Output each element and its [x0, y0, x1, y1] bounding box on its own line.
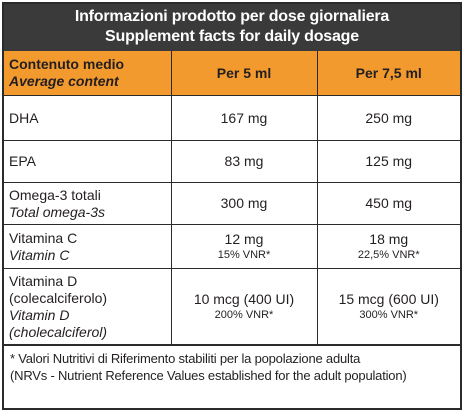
- header-content-column: Contenuto medio Average content: [4, 51, 172, 96]
- value-per-7-5ml: 15 mcg (600 UI): [338, 291, 439, 307]
- value-per-5ml: 300 mg: [170, 182, 318, 225]
- nutrient-name-english: Vitamin D: [9, 306, 70, 323]
- table-row: Vitamina D (colecalciferolo) Vitamin D (…: [4, 268, 460, 345]
- nutrient-name: Omega-3 totali: [9, 186, 101, 203]
- value-per-5ml: 83 mg: [170, 140, 318, 183]
- nrv-per-7-5ml: 22,5% VNR*: [357, 249, 420, 261]
- nutrient-name: Vitamina C: [9, 229, 78, 246]
- header-per-7-5ml: Per 7,5 ml: [316, 51, 460, 96]
- value-per-7-5ml: 125 mg: [316, 140, 460, 183]
- nutrient-name: EPA: [4, 140, 172, 183]
- footnote: * Valori Nutritivi di Riferimento stabil…: [4, 345, 460, 384]
- footnote-italian: * Valori Nutritivi di Riferimento stabil…: [10, 351, 361, 366]
- nutrient-name-english-detail: (cholecalciferol): [9, 323, 108, 340]
- value-per-5ml: 12 mg: [224, 231, 264, 247]
- table-row: Omega-3 totali Total omega-3s 300 mg 450…: [4, 182, 460, 225]
- table-row: EPA 83 mg 125 mg: [4, 140, 460, 183]
- value-per-7-5ml: 450 mg: [316, 182, 460, 225]
- nutrient-name-cell: Vitamina D (colecalciferolo) Vitamin D (…: [4, 268, 172, 345]
- nutrient-name: Vitamina D: [9, 272, 78, 289]
- nrv-per-5ml: 200% VNR*: [214, 309, 274, 321]
- nutrient-name: DHA: [4, 95, 172, 141]
- value-per-7-5ml: 250 mg: [316, 95, 460, 141]
- facts-table: Contenuto medio Average content Per 5 ml…: [4, 51, 460, 345]
- value-per-5ml-cell: 12 mg 15% VNR*: [170, 224, 318, 269]
- header-row: Contenuto medio Average content Per 5 ml…: [4, 51, 460, 96]
- table-row: DHA 167 mg 250 mg: [4, 95, 460, 141]
- value-per-5ml-cell: 10 mcg (400 UI) 200% VNR*: [170, 268, 318, 345]
- title-english: Supplement facts for daily dosage: [105, 28, 359, 45]
- value-per-5ml: 167 mg: [170, 95, 318, 141]
- header-content-italian: Contenuto medio: [9, 56, 125, 72]
- header-per-5ml: Per 5 ml: [170, 51, 318, 96]
- header-content-english: Average content: [9, 73, 119, 89]
- table-row: Vitamina C Vitamin C 12 mg 15% VNR* 18 m…: [4, 224, 460, 269]
- nutrient-name-detail: (colecalciferolo): [9, 289, 108, 306]
- value-per-5ml: 10 mcg (400 UI): [193, 291, 295, 307]
- nrv-per-5ml: 15% VNR*: [217, 249, 271, 261]
- value-per-7-5ml-cell: 15 mcg (600 UI) 300% VNR*: [316, 268, 460, 345]
- nutrient-name-cell: Vitamina C Vitamin C: [4, 224, 172, 269]
- value-per-7-5ml-cell: 18 mg 22,5% VNR*: [316, 224, 460, 269]
- value-per-7-5ml: 18 mg: [369, 231, 409, 247]
- footnote-english: (NRVs - Nutrient Reference Values establ…: [10, 368, 407, 383]
- nutrient-name-cell: Omega-3 totali Total omega-3s: [4, 182, 172, 225]
- nrv-per-7-5ml: 300% VNR*: [359, 309, 419, 321]
- supplement-facts-panel: Informazioni prodotto per dose giornalie…: [2, 2, 462, 410]
- nutrient-name-english: Vitamin C: [9, 246, 70, 263]
- panel-title: Informazioni prodotto per dose giornalie…: [4, 4, 460, 51]
- nutrient-name-english: Total omega-3s: [9, 203, 105, 220]
- title-italian: Informazioni prodotto per dose giornalie…: [74, 8, 390, 25]
